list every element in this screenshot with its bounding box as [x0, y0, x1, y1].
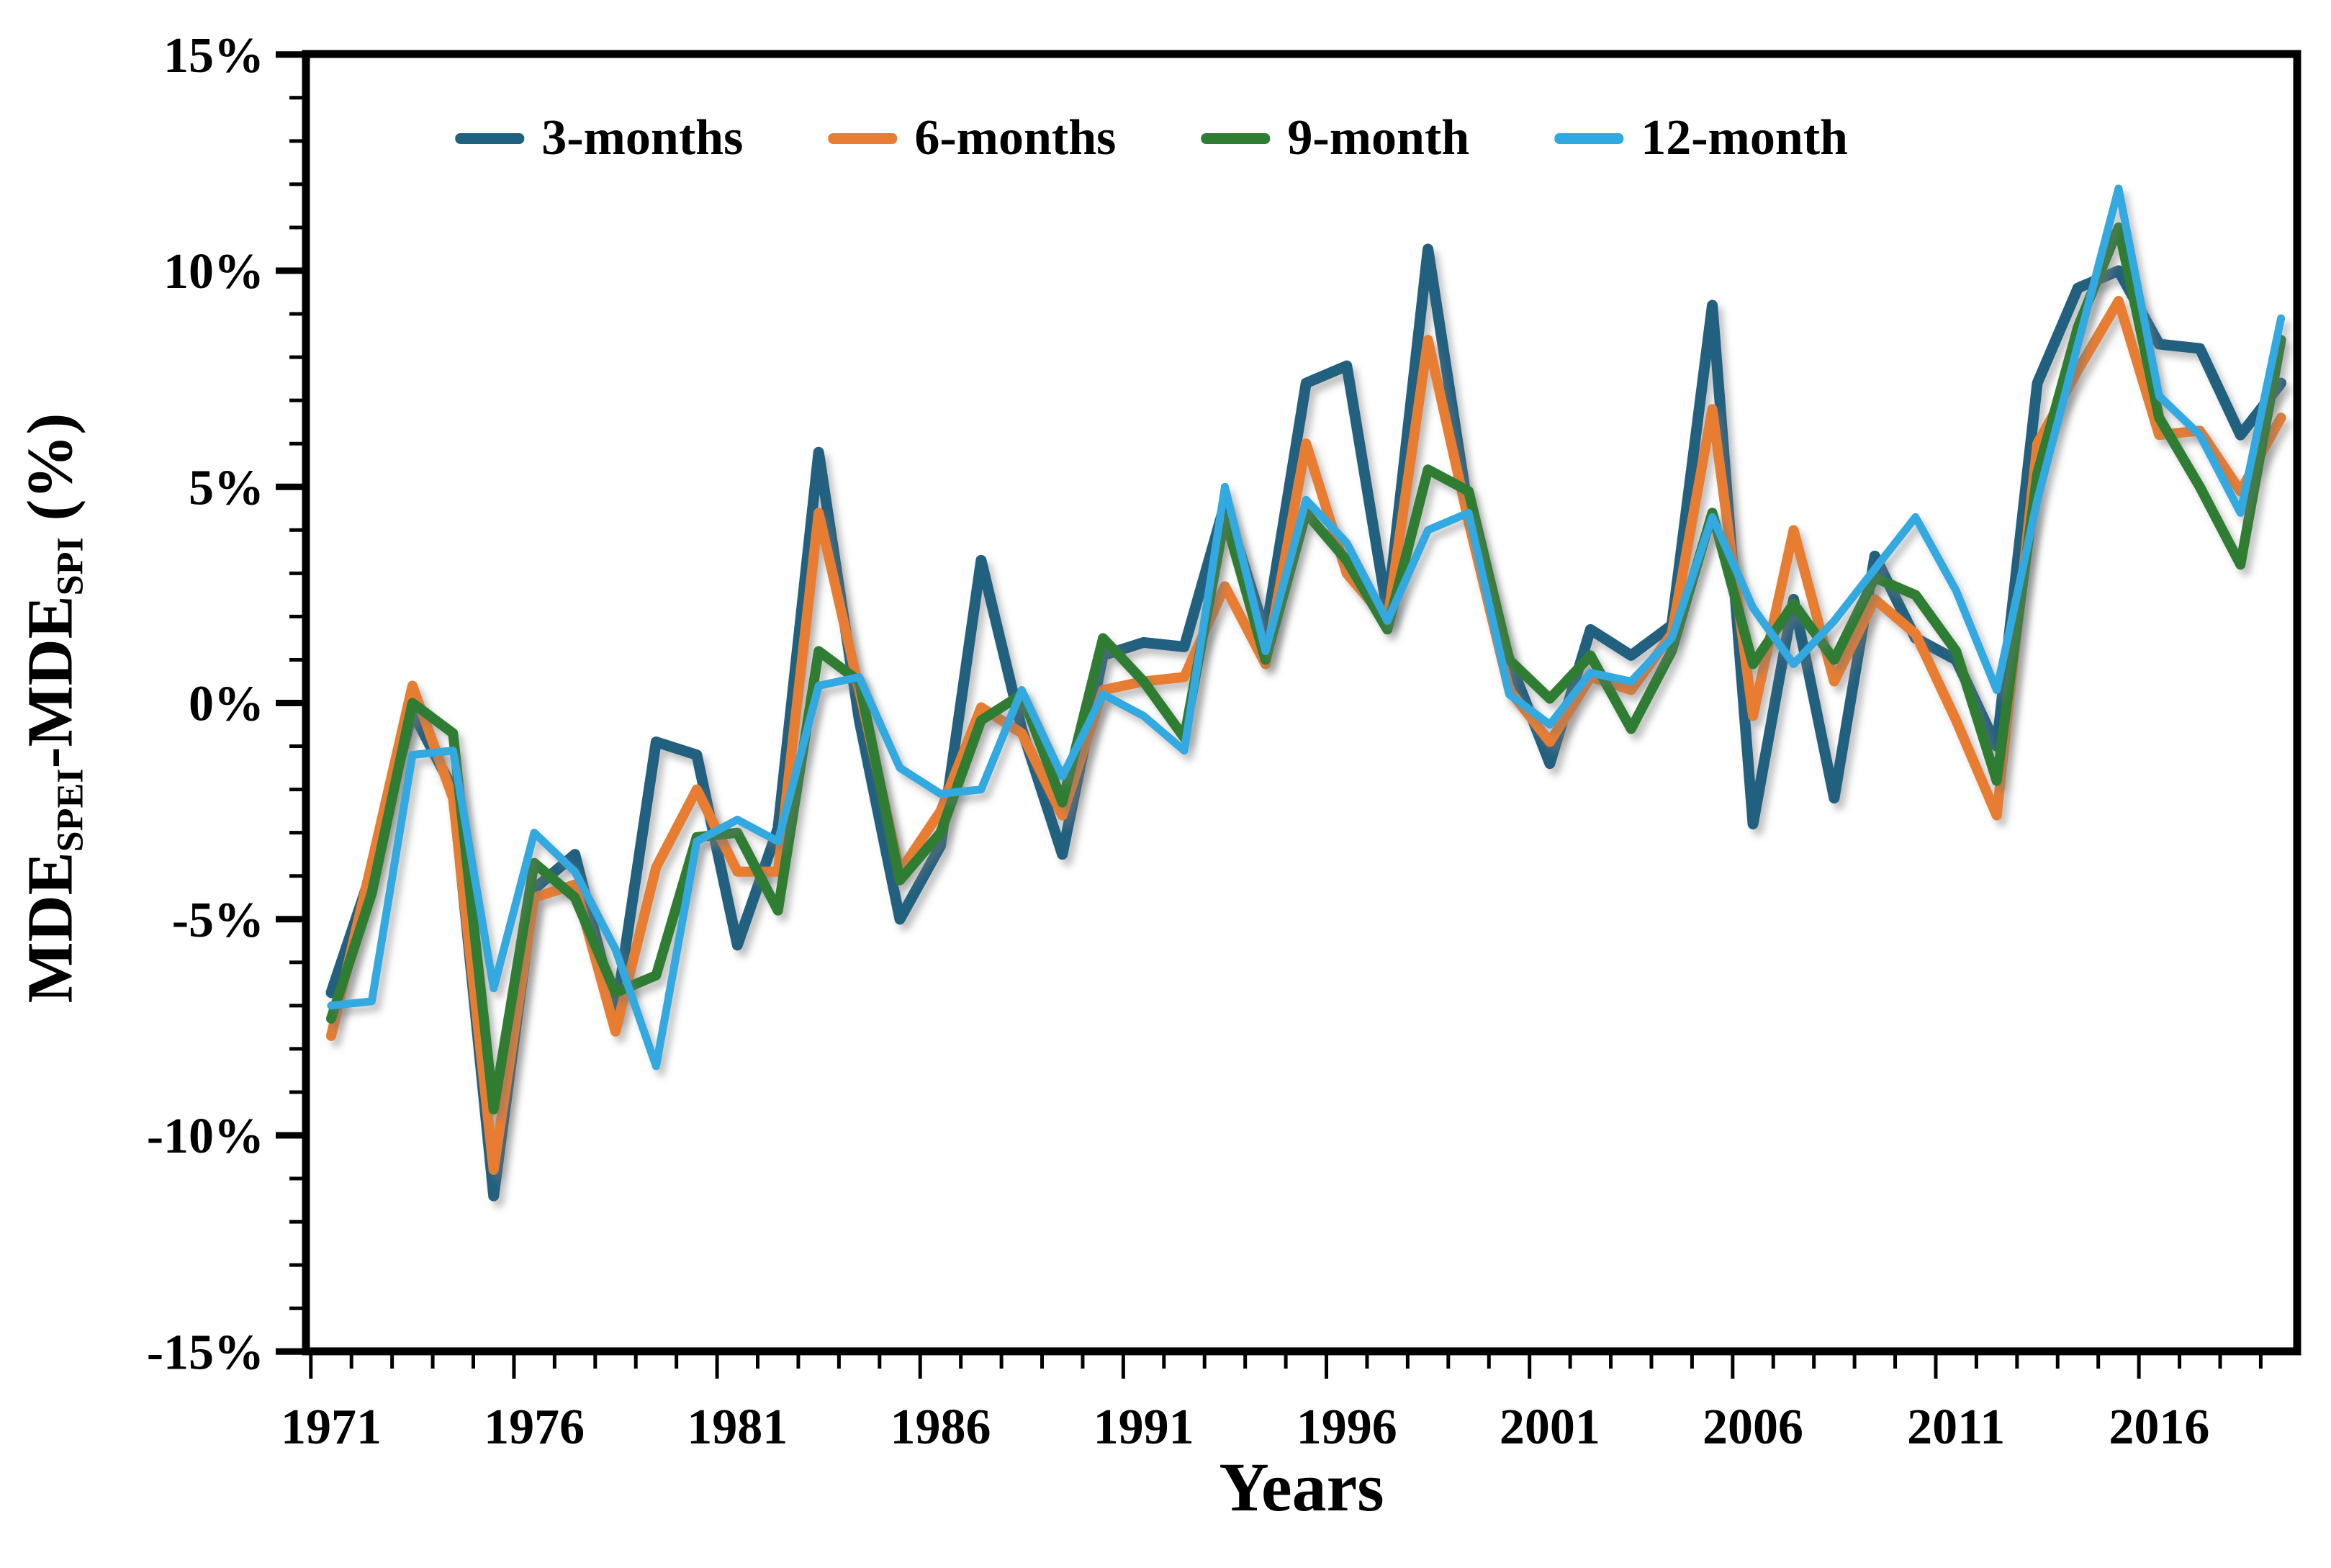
legend-label: 6-months	[914, 110, 1117, 166]
y-axis-title-text: MDE	[14, 852, 86, 1004]
x-tick-label: 2016	[2109, 1400, 2209, 1455]
y-tick-label: -15%	[147, 1325, 264, 1380]
legend-label: 3-months	[541, 110, 744, 166]
series-line-12-month	[327, 184, 2286, 1071]
x-tick-label: 2006	[1703, 1400, 1803, 1455]
x-tick-label: 2001	[1500, 1400, 1600, 1455]
y-axis-title-text: -MDE	[14, 595, 86, 769]
legend-swatch-12-month	[1554, 132, 1624, 144]
y-axis-title-subscript: SPI	[49, 537, 91, 596]
y-tick-label: 0%	[189, 677, 264, 732]
legend-swatch-9-month	[1201, 132, 1271, 144]
x-axis-title: Years	[1219, 1448, 1384, 1526]
y-tick-label: 10%	[163, 244, 264, 299]
y-axis-title-text: (%)	[14, 413, 86, 538]
y-axis-title: MDESPEI-MDESPI (%)	[14, 413, 91, 1004]
x-tick-label: 1996	[1297, 1400, 1397, 1455]
legend-label: 9-month	[1287, 110, 1470, 166]
x-tick-label: 1986	[890, 1400, 991, 1455]
x-tick-label: 2011	[1907, 1400, 2005, 1455]
legend-swatch-3-months	[455, 132, 525, 144]
y-axis-title-wrap: MDESPEI-MDESPI (%)	[14, 3, 91, 1414]
y-tick-label: 5%	[189, 460, 264, 515]
y-tick-label: -10%	[147, 1109, 264, 1164]
x-tick-label: 1976	[484, 1400, 585, 1455]
y-tick-label: -5%	[172, 893, 264, 948]
x-tick-label: 1981	[687, 1400, 788, 1455]
x-tick-label: 1971	[281, 1400, 382, 1455]
x-tick-label: 1991	[1094, 1400, 1194, 1455]
y-tick-label: 15%	[163, 28, 264, 84]
y-axis-title-subscript: SPEI	[49, 768, 91, 852]
legend-item-9-month: 9-month	[1201, 109, 1469, 167]
legend: 3-months 6-months 9-month 12-month	[455, 109, 1848, 167]
series-line-6-months	[326, 296, 2286, 1175]
legend-swatch-6-months	[828, 132, 898, 144]
plot-frame	[302, 50, 2301, 1356]
legend-item-12-month: 12-month	[1554, 109, 1848, 167]
series-line-3-months	[325, 243, 2287, 1202]
legend-item-6-months: 6-months	[828, 109, 1116, 167]
legend-label: 12-month	[1641, 110, 1848, 166]
legend-item-3-months: 3-months	[455, 109, 743, 167]
